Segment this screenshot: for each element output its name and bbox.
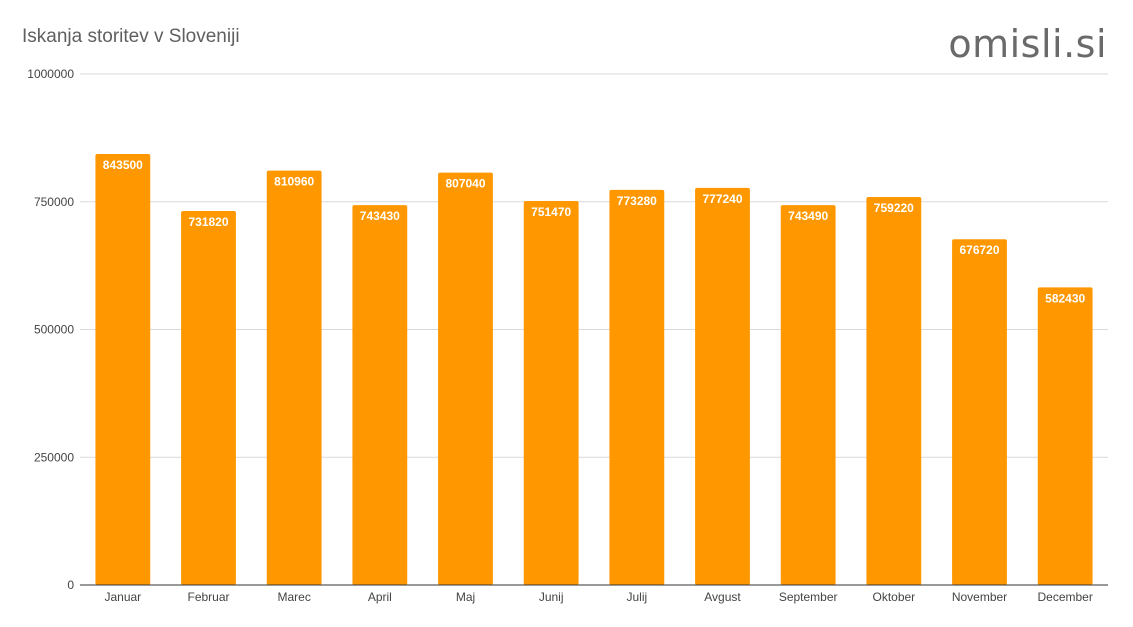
y-tick-label: 0 xyxy=(67,578,74,592)
y-axis-ticks: 0 250000 500000 750000 1000000 xyxy=(27,67,74,592)
data-label: 731820 xyxy=(188,215,228,229)
data-label: 751470 xyxy=(531,205,571,219)
data-label: 807040 xyxy=(445,177,485,191)
x-tick-label: November xyxy=(952,590,1007,604)
bar-junij xyxy=(523,200,579,585)
data-label: 773280 xyxy=(617,194,657,208)
bar-december xyxy=(1037,287,1093,585)
bars: 843500 731820 810960 743430 807040 751470 7732… xyxy=(95,153,1093,586)
x-tick-label: Marec xyxy=(277,590,310,604)
bar-april xyxy=(352,205,408,585)
x-tick-label: December xyxy=(1037,590,1092,604)
data-label: 810960 xyxy=(274,175,314,189)
x-axis-labels: Januar Februar Marec April Maj Junij Julij Avgu… xyxy=(104,590,1092,604)
x-tick-label: Julij xyxy=(626,590,647,604)
x-tick-label: Januar xyxy=(104,590,141,604)
data-label: 582430 xyxy=(1045,291,1085,305)
data-label: 743490 xyxy=(788,209,828,223)
y-tick-label: 1000000 xyxy=(27,67,74,81)
x-tick-label: Avgust xyxy=(704,590,741,604)
data-label: 743430 xyxy=(360,209,400,223)
data-label: 777240 xyxy=(702,192,742,206)
bar-oktober xyxy=(866,197,922,585)
data-label: 676720 xyxy=(959,243,999,257)
bar-februar xyxy=(181,211,236,585)
data-label: 843500 xyxy=(103,158,143,172)
bar-januar xyxy=(95,153,151,585)
bar-julij xyxy=(609,189,665,585)
chart-title: Iskanja storitev v Sloveniji xyxy=(22,26,240,47)
y-tick-label: 750000 xyxy=(34,195,74,209)
x-tick-label: September xyxy=(779,590,838,604)
bar-maj xyxy=(438,172,493,586)
data-label: 759220 xyxy=(874,201,914,215)
bar-november xyxy=(952,239,1007,585)
x-tick-label: Maj xyxy=(456,590,475,604)
gridlines xyxy=(80,73,1108,458)
y-tick-label: 500000 xyxy=(34,323,74,337)
x-tick-label: Oktober xyxy=(872,590,915,604)
x-tick-label: Februar xyxy=(187,590,229,604)
bar-september xyxy=(780,205,836,586)
bar-marec xyxy=(266,170,322,586)
x-tick-label: April xyxy=(368,590,392,604)
bar-avgust xyxy=(695,187,750,585)
x-tick-label: Junij xyxy=(539,590,564,604)
y-tick-label: 250000 xyxy=(34,450,74,464)
brand-logo: omisli.si xyxy=(948,22,1107,66)
